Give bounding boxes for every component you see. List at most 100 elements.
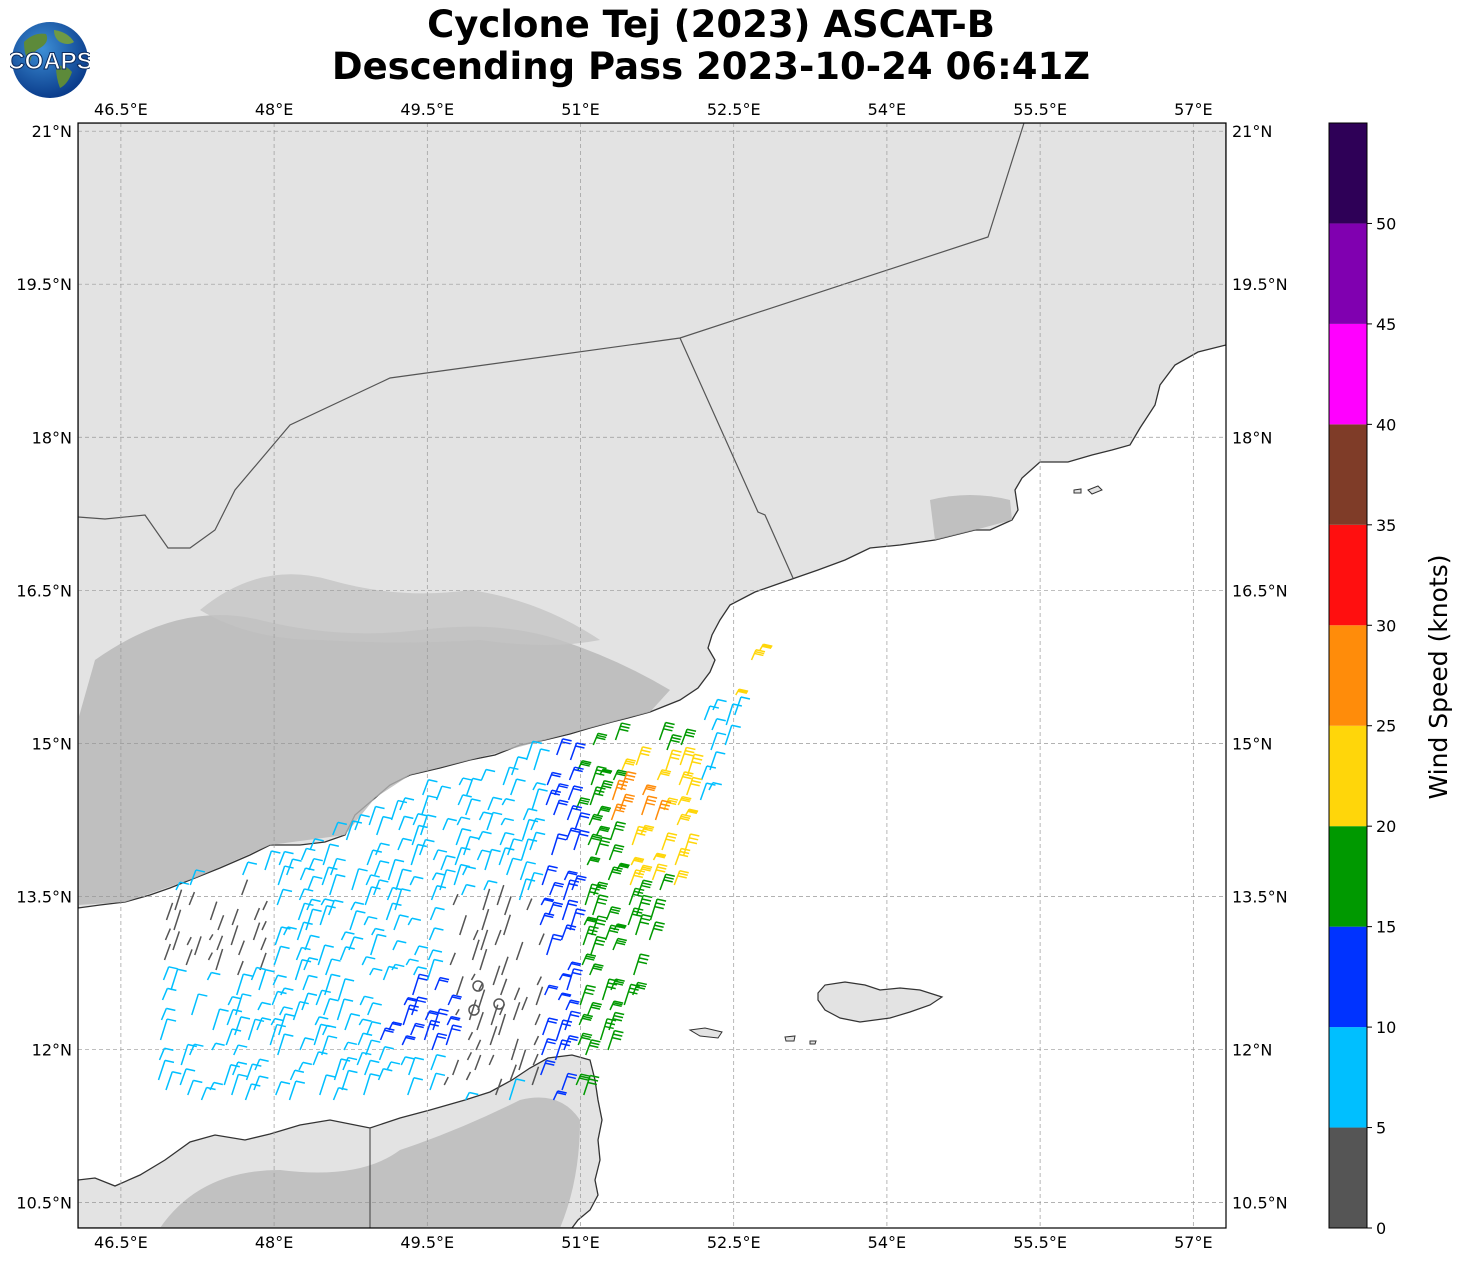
wind-barb [321,866,338,886]
lat-label-right: 16.5°N [1232,581,1288,600]
wind-barb [654,799,672,821]
wind-barb [459,914,467,936]
wind-barb [376,815,393,836]
wind-barb [628,887,645,906]
wind-barb [561,899,579,921]
wind-barb [540,897,555,906]
wind-barb [402,1004,419,1026]
wind-barb [589,786,606,806]
wind-barb [261,920,267,931]
wind-barb [314,1016,329,1026]
wind-barb [307,875,323,891]
colorbar-bin-9 [1329,223,1367,324]
wind-barb [276,888,293,906]
wind-barb [474,1054,482,1071]
lon-label-bottom: 48°E [255,1233,293,1252]
wind-barb [325,958,341,976]
wind-barb [536,976,542,986]
wind-barb [363,1073,380,1096]
wind-barb [365,1039,381,1056]
lat-label-right: 19.5°N [1232,275,1288,294]
wind-barb [560,924,577,941]
wind-barb [569,742,586,761]
highland-shading [78,615,670,905]
wind-barb [510,778,526,796]
wind-barb [468,999,477,1021]
title-line-1: Cyclone Tej (2023) ASCAT-B [427,3,995,46]
wind-barb [179,1068,196,1086]
wind-barb [443,1076,449,1086]
wind-barb [231,908,239,926]
lon-label-bottom: 57°E [1174,1233,1212,1252]
colorbar-bin-3 [1329,826,1367,927]
wind-barb [299,1037,315,1051]
wind-barb [652,852,667,861]
wind-barb [503,914,512,936]
wind-barb [683,833,700,856]
wind-barb [492,965,501,986]
wind-barb [227,996,242,1006]
colorbar-tick-label: 40 [1376,415,1396,434]
wind-barb [345,820,363,841]
wind-barb [574,812,591,831]
wind-barb [430,1054,446,1071]
wind-barb [189,869,206,886]
wind-barb [442,817,457,831]
wind-barb [424,1010,439,1021]
wind-barb [260,937,267,951]
wind-barb [320,898,334,906]
wind-barb [677,795,692,806]
wind-barb [500,817,514,826]
wind-barb [512,1001,521,1021]
wind-barb [375,842,390,856]
wind-barb [365,874,380,886]
wind-barb [370,933,387,956]
wind-barb [555,1019,573,1041]
wind-barb [247,1018,265,1041]
wind-barb [209,901,218,921]
wind-barb [332,821,347,836]
wind-barb [498,1013,507,1036]
wind-barb [419,838,435,856]
lon-label-top: 52.5°E [707,100,761,119]
wind-barb [188,891,196,906]
colorbar: 0 5 10 15 20 25 30 35 40 45 50 [1328,122,1396,1238]
wind-barb [212,1008,229,1031]
colorbar-tick-label: 20 [1376,817,1396,836]
wind-barb [309,838,324,851]
lat-label-right: 10.5°N [1232,1193,1288,1212]
wind-barb [374,860,390,876]
coaps-logo: COAPS [10,22,90,98]
wind-barb [476,849,492,861]
wind-barb [395,868,412,891]
wind-barb [724,724,741,746]
wind-barb [582,925,599,946]
wind-barb [623,983,640,1006]
wind-barb [477,830,492,841]
lat-label-left: 15°N [32,734,72,753]
lat-label-right: 18°N [1232,428,1272,447]
lat-label-right: 15°N [1232,734,1272,753]
colorbar-tick-label: 45 [1376,315,1396,334]
wind-barb [235,993,252,1016]
wind-barb [174,889,183,911]
wind-barb [533,748,550,771]
wind-barb [489,1025,498,1046]
wind-barb [565,999,580,1011]
wind-barb [521,818,539,841]
wind-barb [216,935,224,951]
wind-barb [510,1038,519,1061]
lon-label-bottom: 49.5°E [400,1233,454,1252]
colorbar-tick-label: 30 [1376,616,1396,635]
wind-barb [458,777,473,786]
wind-barb [508,1078,526,1101]
wind-barb [170,968,187,991]
wind-barb [161,987,177,1001]
wind-barb [366,849,383,866]
colorbar-bin-0 [1329,1127,1367,1228]
wind-barb [226,1008,243,1026]
wind-barb [411,824,428,846]
wind-barb [539,912,555,926]
wind-barb [735,688,749,696]
wind-barb [340,931,355,941]
